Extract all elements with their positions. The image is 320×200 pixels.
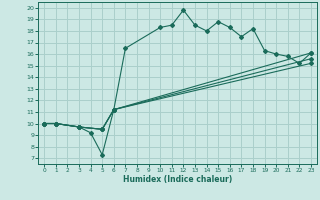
X-axis label: Humidex (Indice chaleur): Humidex (Indice chaleur) xyxy=(123,175,232,184)
